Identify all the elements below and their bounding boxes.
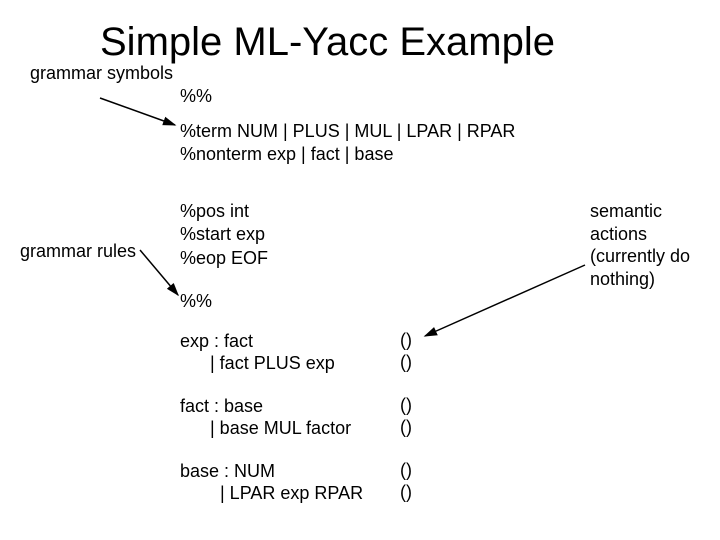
code-declarations-terms: %term NUM | PLUS | MUL | LPAR | RPAR %no… xyxy=(180,120,515,167)
label-grammar-symbols: grammar symbols xyxy=(30,62,173,85)
code-declarations-pos: %pos int %start exp %eop EOF xyxy=(180,200,268,270)
code-separator-2: %% xyxy=(180,290,212,313)
slide-title: Simple ML-Yacc Example xyxy=(100,20,555,65)
label-grammar-rules: grammar rules xyxy=(20,240,136,263)
action-base-2: () xyxy=(400,482,412,503)
code-rule-fact-2: | base MUL factor xyxy=(180,417,351,440)
action-fact-1: () xyxy=(400,395,412,416)
action-exp-1: () xyxy=(400,330,412,351)
arrow xyxy=(140,250,178,295)
action-exp-2: () xyxy=(400,352,412,373)
arrow xyxy=(425,265,585,336)
action-base-1: () xyxy=(400,460,412,481)
arrow xyxy=(100,98,175,125)
code-rule-exp-2: | fact PLUS exp xyxy=(180,352,335,375)
action-fact-2: () xyxy=(400,417,412,438)
label-semantic-actions: semantic actions (currently do nothing) xyxy=(590,200,720,290)
code-separator-1: %% xyxy=(180,85,212,108)
code-rule-fact-1: fact : base xyxy=(180,395,263,418)
code-rule-base-1: base : NUM xyxy=(180,460,275,483)
code-rule-base-2: | LPAR exp RPAR xyxy=(180,482,363,505)
code-rule-exp-1: exp : fact xyxy=(180,330,253,353)
